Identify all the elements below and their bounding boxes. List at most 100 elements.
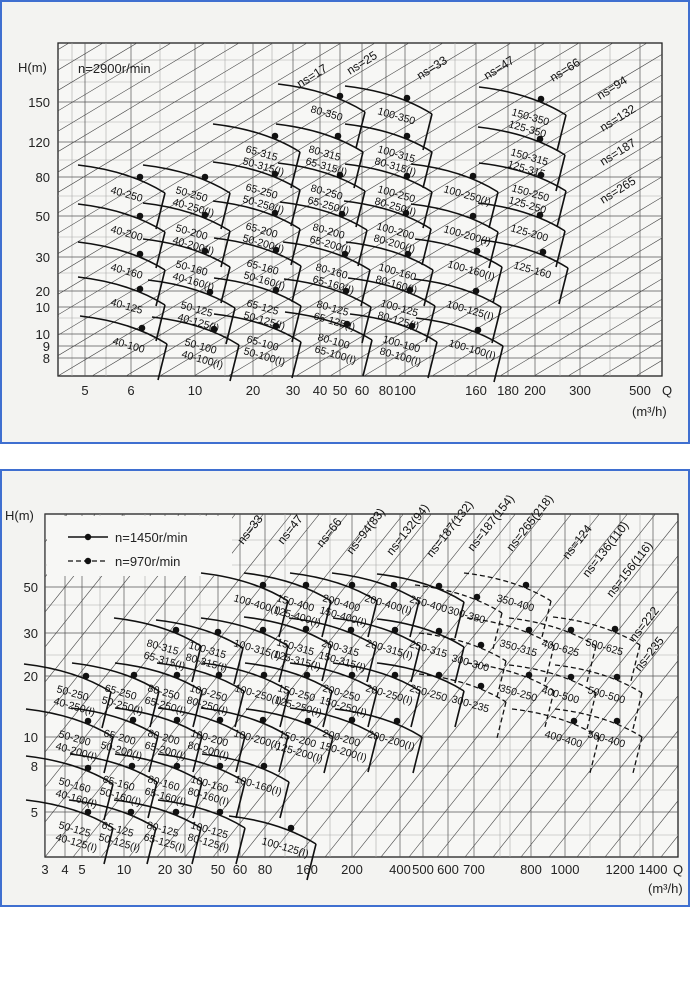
- y-tick-label: 5: [31, 805, 38, 820]
- rated-point: [216, 808, 224, 816]
- efficiency-boundary: [192, 781, 203, 819]
- rated-point: [347, 626, 355, 634]
- head-curve: [334, 708, 423, 738]
- head-curve: [70, 707, 159, 737]
- efficiency-boundary: [632, 692, 643, 730]
- head-curve: [508, 664, 597, 694]
- efficiency-boundary: [630, 644, 641, 682]
- efficiency-boundary: [488, 231, 499, 269]
- efficiency-boundary: [558, 267, 569, 305]
- legend-marker: [84, 557, 92, 565]
- efficiency-boundary: [157, 343, 168, 381]
- rated-point: [341, 250, 349, 258]
- head-curve: [414, 584, 503, 614]
- rated-point: [130, 671, 138, 679]
- y-tick-label: 20: [24, 669, 38, 684]
- head-curve: [508, 617, 597, 647]
- head-curve: [552, 616, 641, 646]
- y-tick-label: 8: [43, 351, 50, 366]
- rated-point: [525, 671, 533, 679]
- head-curve: [113, 799, 202, 829]
- x-tick-label: 5: [81, 383, 88, 398]
- rated-point: [474, 326, 482, 334]
- efficiency-boundary: [589, 736, 600, 774]
- head-curve: [243, 572, 332, 602]
- plot-area: [58, 43, 662, 376]
- y-tick-label: 10: [36, 300, 50, 315]
- efficiency-boundary: [291, 265, 302, 303]
- head-curve: [157, 753, 246, 783]
- ns-line: [363, 196, 662, 376]
- efficiency-boundary: [361, 306, 372, 344]
- efficiency-boundary: [410, 690, 421, 728]
- efficiency-boundary: [323, 736, 334, 774]
- ns-line: [58, 43, 376, 234]
- head-curve: [142, 202, 231, 232]
- head-curve: [147, 279, 236, 309]
- efficiency-boundary: [103, 736, 114, 774]
- head-curve: [243, 616, 332, 646]
- x-tick-label: 3: [41, 862, 48, 877]
- x-axis-label: Q: [662, 383, 672, 398]
- head-curve: [277, 162, 366, 192]
- head-curve: [554, 708, 643, 738]
- head-curve: [228, 815, 317, 845]
- head-curve: [155, 619, 244, 649]
- head-curve: [77, 276, 166, 306]
- ns-line: [91, 43, 648, 376]
- efficiency-boundary: [233, 647, 244, 685]
- rated-point: [201, 173, 209, 181]
- rated-point: [127, 808, 135, 816]
- efficiency-boundary: [412, 736, 423, 774]
- efficiency-boundary: [220, 192, 231, 230]
- rated-point: [173, 762, 181, 770]
- efficiency-boundary: [355, 111, 366, 149]
- efficiency-boundary: [234, 690, 245, 728]
- x-tick-label: 20: [246, 383, 260, 398]
- ns-line: [352, 514, 628, 857]
- head-curve: [277, 83, 366, 113]
- y-tick-label: 80: [36, 170, 50, 185]
- efficiency-boundary: [493, 345, 504, 383]
- rated-point: [271, 170, 279, 178]
- y-tick-label: 50: [36, 209, 50, 224]
- head-curve: [413, 278, 502, 308]
- rated-point: [406, 286, 414, 294]
- head-curve: [200, 617, 289, 647]
- y-tick-label: 9: [43, 339, 50, 354]
- y-tick-label: 20: [36, 284, 50, 299]
- rated-point: [435, 627, 443, 635]
- efficiency-boundary: [496, 660, 507, 698]
- rated-point: [260, 671, 268, 679]
- ns-line: [499, 278, 662, 376]
- x-tick-label: 6: [127, 383, 134, 398]
- rated-point: [348, 671, 356, 679]
- ns-line: [296, 514, 572, 857]
- head-curve: [69, 753, 158, 783]
- rated-point: [390, 581, 398, 589]
- rated-point: [272, 322, 280, 330]
- x-tick-label: 700: [463, 862, 485, 877]
- head-curve: [289, 662, 378, 692]
- head-curve: [288, 617, 377, 647]
- head-curve: [554, 664, 643, 694]
- efficiency-boundary: [220, 230, 231, 268]
- head-curve: [289, 707, 378, 737]
- head-curve: [200, 572, 289, 602]
- efficiency-boundary: [355, 190, 366, 228]
- head-curve: [343, 200, 432, 230]
- rated-point: [472, 287, 480, 295]
- efficiency-boundary: [454, 690, 465, 728]
- y-tick-label: 150: [28, 95, 50, 110]
- rated-point: [259, 581, 267, 589]
- efficiency-boundary: [422, 191, 433, 229]
- rated-point: [567, 626, 575, 634]
- efficiency-boundary: [278, 645, 289, 683]
- efficiency-boundary: [367, 735, 378, 773]
- ns-line: [548, 695, 678, 857]
- head-curve: [376, 573, 465, 603]
- y-tick-label: 30: [36, 250, 50, 265]
- rated-point: [302, 581, 310, 589]
- rated-point: [173, 716, 181, 724]
